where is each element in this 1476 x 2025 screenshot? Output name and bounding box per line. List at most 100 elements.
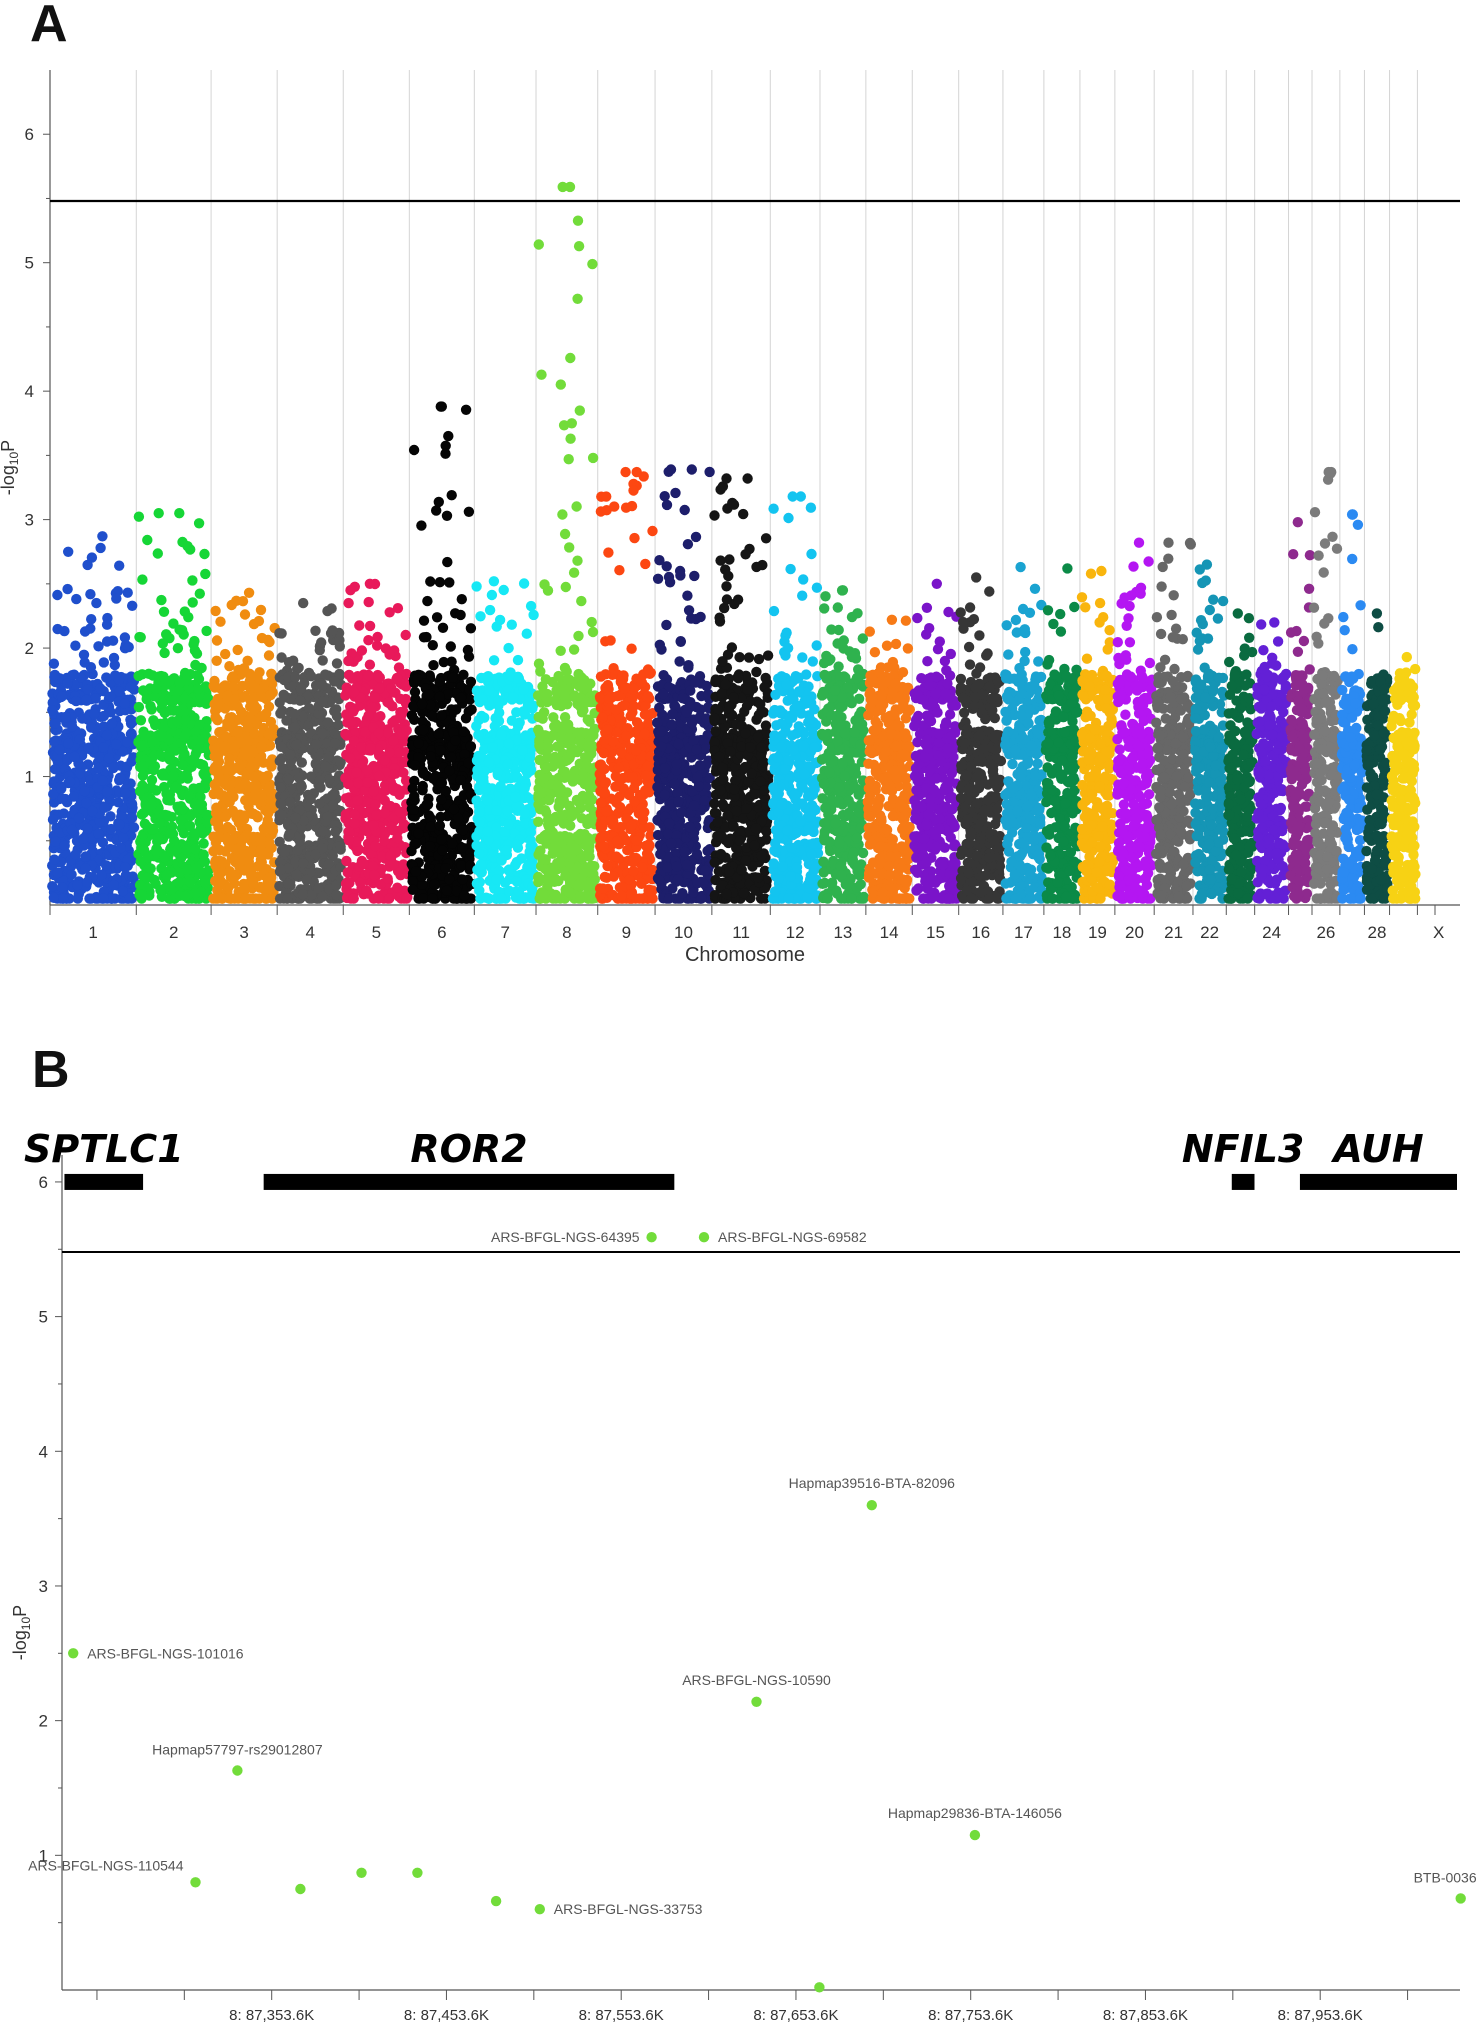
snp-point <box>101 729 113 741</box>
snp-point <box>322 717 334 728</box>
snp-point <box>418 615 430 626</box>
snp-point <box>361 885 372 896</box>
snp-point <box>624 789 635 801</box>
snp-point <box>182 864 193 876</box>
snp-point <box>79 657 90 668</box>
snp-point <box>283 878 294 889</box>
snp-point <box>243 856 254 867</box>
snp-point <box>364 659 376 670</box>
snp-point <box>479 712 490 723</box>
snp-point <box>136 741 147 752</box>
snp-point <box>297 858 309 869</box>
snp-point <box>254 753 265 765</box>
snp-point <box>196 662 207 674</box>
snp-point <box>62 546 74 557</box>
snp-point <box>186 754 198 766</box>
snp-point <box>127 871 138 882</box>
snp-point <box>59 625 70 637</box>
snp-point <box>502 759 513 770</box>
snp-point <box>533 239 544 250</box>
snp-point <box>392 882 403 893</box>
snp-point <box>313 883 324 894</box>
snp-point <box>363 596 374 608</box>
snp-point <box>457 874 468 885</box>
snp-point <box>455 692 467 703</box>
snp-point <box>171 844 183 856</box>
snp-point <box>512 654 524 666</box>
snp-point <box>263 873 274 884</box>
snp-point <box>331 704 342 715</box>
snp-point <box>80 863 91 874</box>
snp-point <box>408 444 420 456</box>
snp-point <box>211 760 222 771</box>
snp-point <box>628 865 639 877</box>
snp-point <box>482 671 493 682</box>
snp-point <box>294 695 306 706</box>
snp-point <box>248 618 260 630</box>
snp-point <box>374 672 385 683</box>
snp-point <box>194 799 205 810</box>
snp-point <box>138 760 149 772</box>
snp-point <box>211 802 222 813</box>
snp-point <box>193 518 205 529</box>
snp-point <box>154 750 166 761</box>
snp-point <box>47 697 58 708</box>
snp-point <box>519 807 530 819</box>
snp-point <box>682 539 694 550</box>
snp-point <box>163 810 174 822</box>
snp-point <box>567 806 578 817</box>
snp-point <box>527 703 538 714</box>
snp-point <box>244 694 256 705</box>
snp-point <box>384 893 395 904</box>
snp-point <box>471 720 482 732</box>
snp-point <box>158 671 169 682</box>
snp-point <box>54 827 65 839</box>
snp-point <box>305 671 317 682</box>
snp-point <box>654 555 665 566</box>
snp-point <box>314 645 325 656</box>
snp-point <box>409 686 421 698</box>
snp-point <box>580 880 591 892</box>
snp-point <box>448 803 460 815</box>
snp-point <box>90 693 101 704</box>
snp-point <box>211 635 223 646</box>
snp-point <box>363 710 374 721</box>
snp-point <box>484 604 496 616</box>
snp-point <box>297 711 308 722</box>
snp-point <box>386 683 397 694</box>
snp-point <box>356 742 367 753</box>
snp-point <box>199 548 210 560</box>
snp-point <box>164 752 176 763</box>
snp-point <box>194 735 205 746</box>
snp-point <box>47 881 58 892</box>
snp-point <box>178 707 189 718</box>
snp-point <box>133 701 145 713</box>
snp-point <box>98 893 109 904</box>
snp-point <box>537 681 548 692</box>
snp-point <box>147 736 158 747</box>
snp-point <box>436 794 447 805</box>
snp-point <box>245 713 256 724</box>
snp-point <box>301 874 312 886</box>
snp-point <box>595 797 607 808</box>
snp-point <box>564 732 575 744</box>
snp-point <box>628 485 639 496</box>
snp-point <box>437 845 448 856</box>
snp-point <box>320 669 331 680</box>
snp-point <box>224 753 235 764</box>
snp-point <box>298 815 309 826</box>
snp-point <box>71 593 82 605</box>
snp-point <box>342 867 353 878</box>
snp-point <box>102 786 113 798</box>
snp-point <box>152 548 163 559</box>
snp-point <box>109 659 121 671</box>
snp-point <box>503 865 514 876</box>
snp-point <box>343 597 354 609</box>
snp-point <box>587 258 598 270</box>
snp-point <box>528 609 539 621</box>
snp-point <box>267 825 279 836</box>
snp-point <box>191 863 202 874</box>
snp-point <box>314 798 325 809</box>
snp-point <box>462 644 474 656</box>
snp-point <box>333 719 344 731</box>
